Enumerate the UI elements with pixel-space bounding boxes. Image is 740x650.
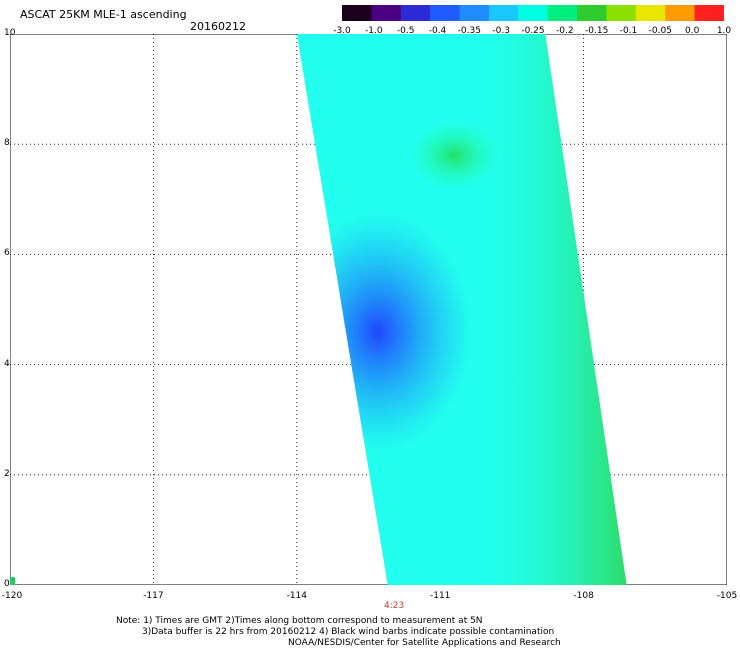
note-line-2: 3)Data buffer is 22 hrs from 20160212 4)… (142, 627, 555, 637)
colorbar-swatch (577, 5, 607, 21)
y-tick-label: 8 (4, 138, 10, 149)
corner-marker (10, 577, 15, 585)
colorbar-label: 1.0 (716, 26, 732, 36)
x-tick-label: -111 (429, 591, 451, 601)
x-tick-label: -117 (143, 591, 164, 601)
colorbar-swatch (694, 5, 724, 21)
colorbar-swatch (518, 5, 549, 21)
colorbar-swatch (547, 5, 578, 21)
time-label: 4:23 (384, 601, 405, 611)
colorbar-label: -0.5 (396, 26, 415, 36)
colorbar-label: -0.35 (457, 26, 481, 36)
colorbar-label: 0.0 (684, 26, 700, 36)
map-title: ASCAT 25KM MLE-1 ascending (20, 8, 187, 21)
y-tick-label: 10 (4, 28, 16, 38)
x-tick-label: -108 (573, 591, 594, 601)
y-tick-label: 6 (4, 248, 10, 259)
colorbar-label: -0.3 (492, 26, 510, 36)
x-tick-label: -105 (716, 591, 738, 601)
x-tick-label: -114 (286, 591, 308, 601)
note-line-3: NOAA/NESDIS/Center for Satellite Applica… (288, 638, 561, 648)
colorbar-swatch (400, 5, 431, 21)
colorbar-swatch (342, 5, 372, 21)
colorbar-swatch (488, 5, 519, 21)
colorbar-swatch (430, 5, 461, 21)
colorbar-label: -0.2 (556, 26, 574, 36)
colorbar-swatch (635, 5, 666, 21)
colorbar-label: -0.4 (428, 26, 447, 36)
y-tick-label: 4 (4, 358, 10, 369)
colorbar-swatch (459, 5, 490, 21)
colorbar-label: -0.1 (619, 26, 638, 36)
colorbar-label: -0.25 (521, 26, 545, 36)
colorbar-swatch (606, 5, 637, 21)
map-date: 20160212 (190, 20, 246, 33)
colorbar-label: -3.0 (333, 26, 351, 36)
x-tick-label: -120 (1, 591, 23, 601)
colorbar-swatch (665, 5, 696, 21)
y-tick-label: 0 (4, 579, 10, 589)
colorbar-label: -0.05 (648, 26, 672, 36)
green-patch (409, 120, 500, 191)
colorbar-label: -0.15 (585, 26, 609, 36)
colorbar-swatch (371, 5, 402, 21)
colorbar (342, 5, 724, 21)
colorbar-label: -1.0 (365, 26, 383, 36)
map-plot (10, 34, 727, 585)
note-line-1: Note: 1) Times are GMT 2)Times along bot… (116, 616, 483, 626)
y-tick-label: 2 (4, 468, 10, 479)
